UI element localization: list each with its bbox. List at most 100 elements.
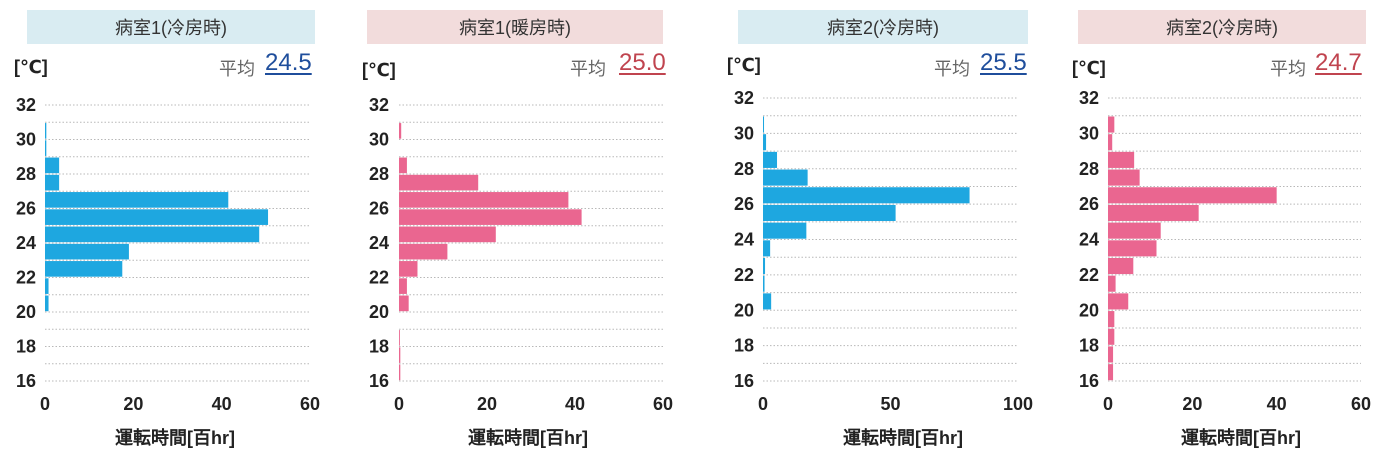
bar xyxy=(45,278,49,294)
bar xyxy=(45,174,60,191)
y-tick-label: 20 xyxy=(369,302,389,322)
bar xyxy=(399,157,407,174)
chart-panel-3: 病室2(冷房時) [℃] 平均 25.5 16 18 20 22 24 26 28 30 32 0… xyxy=(710,0,1055,457)
x-tick-label: 100 xyxy=(1003,394,1033,414)
y-tick-label: 22 xyxy=(369,268,389,288)
bar xyxy=(1108,275,1116,292)
x-tick-label: 20 xyxy=(1182,394,1202,414)
chart-panel-4: 病室2(冷房時) [℃] 平均 24.7 16 18 20 22 24 26 28 30 32 0… xyxy=(1058,0,1393,457)
bar xyxy=(1108,134,1113,151)
bar xyxy=(1108,151,1135,168)
bar xyxy=(1108,169,1140,186)
bar xyxy=(1108,204,1199,222)
x-tick-label: 0 xyxy=(40,394,50,414)
average-label: 平均 xyxy=(219,59,255,79)
bar xyxy=(399,174,479,191)
bar xyxy=(763,151,778,168)
bar xyxy=(45,140,47,156)
y-tick-label: 16 xyxy=(1079,371,1099,391)
bar xyxy=(1108,311,1115,328)
average-value: 25.5 xyxy=(980,49,1027,76)
y-tick-label: 26 xyxy=(734,194,754,214)
bar xyxy=(45,157,60,174)
y-tick-label: 18 xyxy=(16,337,36,357)
chart-title: 病室2(冷房時) xyxy=(1078,10,1366,44)
average-value: 24.5 xyxy=(265,49,312,76)
bar xyxy=(1108,222,1161,239)
bar xyxy=(763,169,808,186)
bar xyxy=(399,226,496,243)
y-tick-label: 24 xyxy=(369,233,389,253)
y-tick-label: 30 xyxy=(1079,123,1099,143)
x-tick-label: 0 xyxy=(1103,394,1113,414)
bar xyxy=(45,243,129,260)
average-value: 25.0 xyxy=(619,49,666,76)
y-tick-label: 26 xyxy=(369,199,389,219)
y-tick-label: 26 xyxy=(16,199,36,219)
bar xyxy=(763,275,765,292)
bar xyxy=(763,134,767,151)
bar xyxy=(1108,328,1115,345)
chart-plot: 16 18 20 22 24 26 28 30 32 0 20 40 60 xyxy=(16,95,320,414)
x-tick-label: 40 xyxy=(212,394,232,414)
y-tick-label: 16 xyxy=(16,371,36,391)
y-tick-label: 28 xyxy=(369,164,389,184)
y-tick-label: 30 xyxy=(16,130,36,150)
bar xyxy=(399,123,402,139)
y-tick-label: 16 xyxy=(734,371,754,391)
bar xyxy=(1108,257,1134,275)
x-tick-label: 0 xyxy=(394,394,404,414)
y-tick-label: 28 xyxy=(734,159,754,179)
y-tick-label: 30 xyxy=(369,130,389,150)
y-tick-label: 24 xyxy=(734,230,754,250)
y-tick-label: 24 xyxy=(1079,230,1099,250)
y-tick-label: 22 xyxy=(16,268,36,288)
bar xyxy=(1108,240,1157,257)
x-tick-label: 20 xyxy=(123,394,143,414)
average-label: 平均 xyxy=(934,59,970,79)
bar xyxy=(45,192,229,208)
bar xyxy=(399,243,448,260)
chart-plot: 16 18 20 22 24 26 28 30 32 0 20 40 60 xyxy=(369,95,673,414)
y-tick-label: 32 xyxy=(369,95,389,115)
y-tick-label: 16 xyxy=(369,371,389,391)
bar xyxy=(45,123,47,139)
x-axis-label: 運転時間[百hr] xyxy=(843,428,963,448)
bar xyxy=(763,187,970,204)
unit-label: [℃] xyxy=(727,55,761,75)
bar xyxy=(399,192,569,208)
bar xyxy=(1108,293,1129,310)
bar xyxy=(45,295,49,312)
unit-label: [℃] xyxy=(14,57,48,77)
bar xyxy=(1108,364,1114,381)
average-label: 平均 xyxy=(570,59,606,79)
y-tick-label: 32 xyxy=(734,88,754,108)
chart-plot: 16 18 20 22 24 26 28 30 32 0 20 40 60 xyxy=(1079,88,1371,414)
x-tick-label: 40 xyxy=(565,394,585,414)
y-tick-label: 24 xyxy=(16,233,36,253)
chart-panel-1: 病室1(冷房時) [℃] 平均 24.5 16 18 20 22 24 26 28 30 32 0… xyxy=(0,0,345,457)
y-tick-label: 22 xyxy=(734,265,754,285)
y-tick-label: 18 xyxy=(1079,336,1099,356)
y-tick-label: 20 xyxy=(1079,300,1099,320)
x-tick-label: 60 xyxy=(653,394,673,414)
bar xyxy=(399,347,401,363)
chart-panel-2: 病室1(暖房時) [℃] 平均 25.0 16 18 20 22 24 26 28 30 32 0… xyxy=(345,0,690,457)
x-tick-label: 0 xyxy=(758,394,768,414)
x-axis-label: 運転時間[百hr] xyxy=(468,428,588,448)
x-tick-label: 60 xyxy=(300,394,320,414)
y-tick-label: 18 xyxy=(734,336,754,356)
x-tick-label: 20 xyxy=(477,394,497,414)
y-tick-label: 20 xyxy=(16,302,36,322)
bar xyxy=(763,293,772,310)
chart-title: 病室2(冷房時) xyxy=(738,10,1028,44)
chart-title: 病室1(冷房時) xyxy=(27,10,315,44)
bar xyxy=(1108,116,1115,133)
bar xyxy=(399,278,407,294)
y-tick-label: 32 xyxy=(1079,88,1099,108)
chart-plot: 16 18 20 22 24 26 28 30 32 0 50 100 xyxy=(734,88,1033,414)
average-label: 平均 xyxy=(1270,59,1306,79)
x-tick-label: 60 xyxy=(1351,394,1371,414)
bar xyxy=(1108,187,1277,204)
y-tick-label: 28 xyxy=(16,164,36,184)
